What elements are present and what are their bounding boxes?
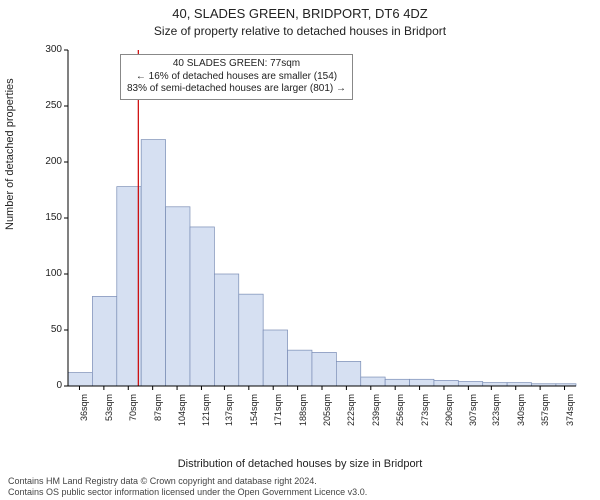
- chart-svg: [60, 46, 580, 426]
- x-tick-label: 121sqm: [201, 394, 211, 444]
- x-tick-label: 256sqm: [395, 394, 405, 444]
- x-tick-label: 222sqm: [346, 394, 356, 444]
- x-tick-label: 340sqm: [516, 394, 526, 444]
- x-tick-label: 205sqm: [322, 394, 332, 444]
- y-tick-label: 50: [32, 324, 62, 335]
- x-tick-label: 323sqm: [491, 394, 501, 444]
- x-tick-label: 273sqm: [420, 394, 430, 444]
- annotation-line-3: 83% of semi-detached houses are larger (…: [127, 83, 346, 96]
- page-title-address: 40, SLADES GREEN, BRIDPORT, DT6 4DZ: [0, 6, 600, 21]
- x-tick-label: 290sqm: [444, 394, 454, 444]
- x-tick-label: 188sqm: [298, 394, 308, 444]
- x-tick-label: 70sqm: [128, 394, 138, 444]
- annotation-line-2: ← 16% of detached houses are smaller (15…: [127, 71, 346, 84]
- x-tick-label: 87sqm: [153, 394, 163, 444]
- y-tick-label: 200: [32, 156, 62, 167]
- x-tick-label: 53sqm: [104, 394, 114, 444]
- x-tick-label: 239sqm: [371, 394, 381, 444]
- x-tick-label: 357sqm: [540, 394, 550, 444]
- x-tick-label: 154sqm: [249, 394, 259, 444]
- x-tick-label: 104sqm: [177, 394, 187, 444]
- x-tick-label: 137sqm: [224, 394, 234, 444]
- x-tick-label: 36sqm: [79, 394, 89, 444]
- y-axis-label: Number of detached properties: [4, 78, 16, 230]
- footer-line-2: Contains OS public sector information li…: [8, 487, 367, 498]
- x-tick-label: 374sqm: [565, 394, 575, 444]
- annotation-box: 40 SLADES GREEN: 77sqm ← 16% of detached…: [120, 54, 353, 100]
- y-tick-label: 0: [32, 380, 62, 391]
- footer-attribution: Contains HM Land Registry data © Crown c…: [8, 476, 367, 498]
- y-tick-label: 150: [32, 212, 62, 223]
- y-tick-label: 100: [32, 268, 62, 279]
- histogram-plot: 40 SLADES GREEN: 77sqm ← 16% of detached…: [60, 46, 580, 426]
- footer-line-1: Contains HM Land Registry data © Crown c…: [8, 476, 367, 487]
- x-tick-label: 307sqm: [468, 394, 478, 444]
- y-tick-label: 300: [32, 44, 62, 55]
- page-title-sub: Size of property relative to detached ho…: [0, 24, 600, 38]
- x-axis-label: Distribution of detached houses by size …: [0, 458, 600, 470]
- annotation-line-1: 40 SLADES GREEN: 77sqm: [127, 58, 346, 71]
- y-tick-label: 250: [32, 100, 62, 111]
- x-tick-label: 171sqm: [273, 394, 283, 444]
